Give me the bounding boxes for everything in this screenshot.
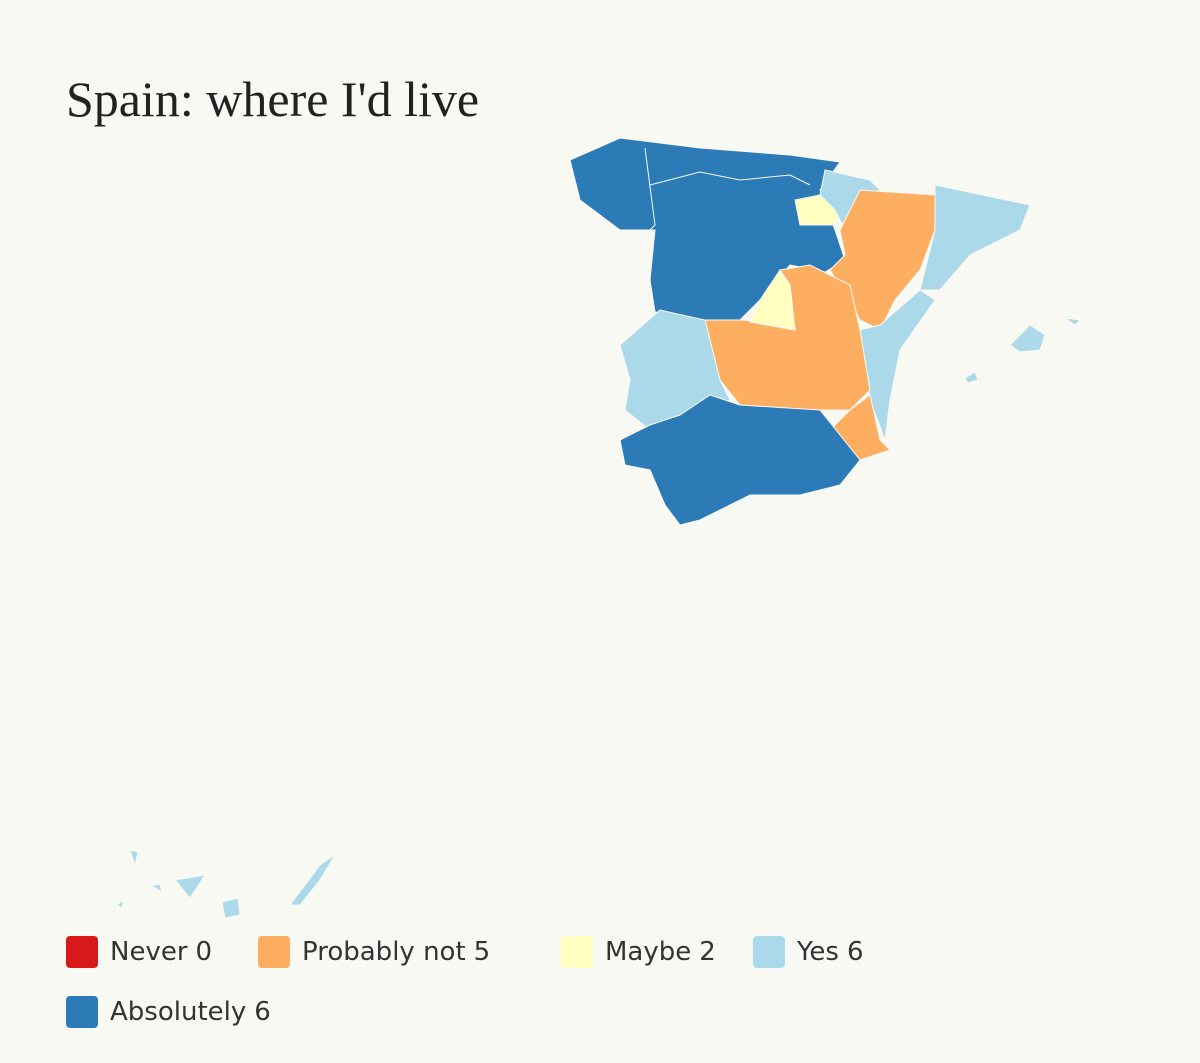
legend-swatch bbox=[258, 936, 290, 968]
legend-swatch bbox=[66, 936, 98, 968]
legend-label: Maybe bbox=[605, 937, 692, 967]
border bbox=[644, 147, 656, 231]
region bbox=[221, 897, 241, 919]
legend-label: Absolutely bbox=[110, 997, 247, 1027]
legend-label: Yes bbox=[797, 937, 839, 967]
legend-swatch bbox=[753, 936, 785, 968]
region bbox=[116, 898, 125, 909]
legend-swatch bbox=[561, 936, 593, 968]
legend-item: Probably not 5 bbox=[258, 934, 490, 970]
legend-swatch bbox=[66, 996, 98, 1028]
region bbox=[289, 854, 336, 906]
legend-item: Maybe 2 bbox=[561, 934, 716, 970]
region bbox=[1009, 324, 1046, 353]
map bbox=[116, 137, 1082, 919]
region bbox=[619, 394, 861, 526]
legend-count: 2 bbox=[699, 937, 716, 967]
legend-item: Never 0 bbox=[66, 934, 212, 970]
region bbox=[129, 849, 139, 867]
legend-label: Never bbox=[110, 937, 188, 967]
region bbox=[1064, 317, 1082, 326]
region bbox=[859, 289, 936, 441]
region bbox=[174, 874, 207, 899]
legend-count: 6 bbox=[846, 937, 864, 967]
region bbox=[569, 137, 846, 321]
border bbox=[649, 171, 811, 186]
region bbox=[964, 371, 979, 384]
legend-count: 0 bbox=[195, 937, 213, 967]
legend-count: 6 bbox=[254, 997, 271, 1027]
region bbox=[150, 883, 163, 894]
region bbox=[919, 184, 1031, 291]
legend-item: Absolutely 6 bbox=[66, 994, 271, 1030]
title: Spain: where I'd live bbox=[66, 71, 480, 127]
region bbox=[749, 269, 796, 331]
legend-item: Yes 6 bbox=[753, 934, 864, 970]
legend-label: Probably not bbox=[302, 937, 466, 967]
legend-count: 5 bbox=[473, 937, 491, 967]
